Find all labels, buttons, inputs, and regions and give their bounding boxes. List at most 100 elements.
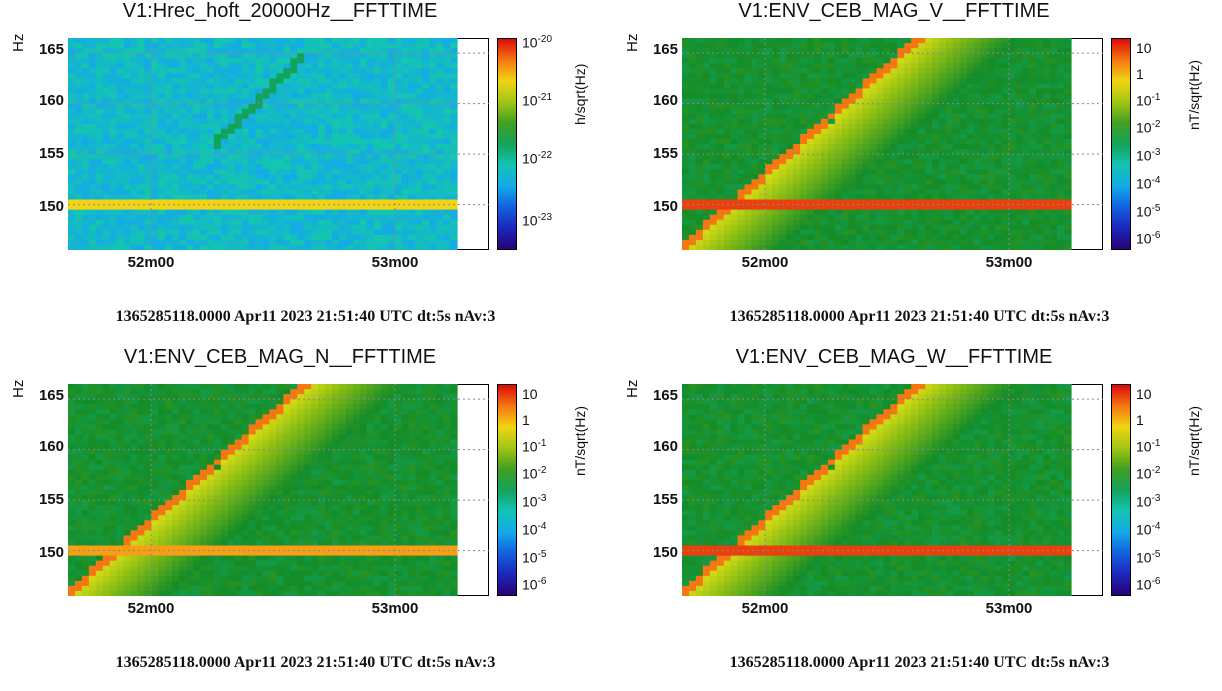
heatmap-cell [730, 93, 739, 100]
heatmap-cell [834, 113, 843, 120]
heatmap-cell [932, 83, 940, 90]
heatmap-cell [304, 149, 312, 155]
heatmap-cell [848, 43, 857, 49]
heatmap-cell [158, 194, 166, 201]
heatmap-cell [751, 234, 760, 241]
heatmap-cell [918, 174, 926, 180]
heatmap-cell [1036, 214, 1044, 221]
heatmap-cell [779, 118, 787, 125]
heatmap-cell [102, 194, 111, 201]
heatmap-cell [890, 118, 898, 125]
heatmap-cell [737, 78, 746, 85]
heatmap-cell [688, 154, 697, 160]
heatmap-cell [890, 189, 898, 196]
heatmap-cell [248, 199, 257, 206]
heatmap-cell [1015, 113, 1023, 120]
heatmap-cell [283, 118, 291, 125]
heatmap-cell [939, 149, 947, 155]
heatmap-cell [102, 123, 111, 130]
heatmap-cell [723, 73, 732, 79]
heatmap-cell [68, 464, 76, 471]
heatmap-cell [325, 229, 333, 236]
heatmap-cell [276, 179, 284, 185]
heatmap-cell [709, 199, 718, 206]
heatmap-cell [179, 138, 187, 145]
heatmap-cell [262, 214, 271, 221]
heatmap-cell [737, 184, 746, 191]
heatmap-cell [716, 103, 725, 110]
heatmap-cell [730, 219, 739, 226]
heatmap-cell [387, 234, 396, 241]
heatmap-cell [311, 239, 319, 246]
heatmap-cell [841, 63, 850, 69]
x-tick-label: 53m00 [371, 254, 419, 271]
heatmap-cell [234, 43, 243, 49]
heatmap-cell [897, 83, 905, 90]
heatmap-cell [723, 179, 732, 185]
heatmap-cell [709, 108, 718, 115]
heatmap-cell [1057, 224, 1065, 231]
heatmap-cell [137, 169, 146, 175]
heatmap-cell [429, 199, 437, 206]
heatmap-cell [737, 204, 746, 211]
heatmap-cell [450, 73, 458, 79]
heatmap-cell [283, 128, 291, 135]
heatmap-cell [723, 224, 732, 231]
heatmap-cell [855, 53, 864, 59]
heatmap-cell [123, 38, 132, 44]
heatmap-cell [186, 164, 194, 170]
heatmap-cell [227, 68, 236, 74]
heatmap-cell [297, 194, 305, 201]
heatmap-cell [408, 209, 416, 216]
heatmap-cell [130, 53, 139, 59]
heatmap-cell [137, 108, 146, 115]
heatmap-cell [820, 224, 829, 231]
heatmap-cell [123, 133, 132, 140]
heatmap-cell [994, 103, 1003, 110]
heatmap-cell [165, 164, 173, 170]
heatmap-cell [234, 169, 243, 175]
heatmap-cell [199, 149, 208, 155]
heatmap-cell [130, 184, 139, 191]
heatmap-cell [68, 585, 76, 592]
heatmap-cell [68, 229, 76, 236]
heatmap-cell [904, 83, 912, 90]
heatmap-cell [1029, 113, 1037, 120]
heatmap-cell [283, 58, 291, 64]
heatmap-cell [213, 103, 222, 110]
heatmap-cell [81, 510, 90, 516]
heatmap-cell [890, 244, 898, 250]
heatmap-cell [973, 204, 982, 211]
heatmap-cell [869, 43, 878, 49]
heatmap-cell [786, 78, 794, 85]
heatmap-cell [925, 133, 933, 140]
heatmap-cell [241, 224, 250, 231]
heatmap-cell [373, 78, 382, 85]
heatmap-cell [890, 138, 898, 145]
heatmap-cell [241, 154, 250, 160]
heatmap-cell [876, 118, 885, 125]
heatmap-cell [786, 63, 794, 69]
heatmap-cell [130, 43, 139, 49]
heatmap-cell [925, 164, 933, 170]
heatmap-cell [932, 118, 940, 125]
heatmap-cell [1001, 43, 1010, 49]
heatmap-cell [165, 219, 173, 226]
heatmap-cell [1043, 234, 1051, 241]
heatmap-cell [987, 169, 996, 175]
heatmap-cell [297, 128, 305, 135]
heatmap-cell [1036, 98, 1044, 105]
heatmap-cell [366, 189, 375, 196]
heatmap-cell [716, 68, 725, 74]
heatmap-cell [415, 159, 423, 165]
heatmap-cell [401, 199, 409, 206]
heatmap-cell [1001, 159, 1010, 165]
heatmap-cell [338, 194, 347, 201]
heatmap-cell [151, 149, 159, 155]
heatmap-cell [311, 194, 319, 201]
heatmap-cell [158, 58, 166, 64]
heatmap-cell [702, 138, 711, 145]
heatmap-cell [387, 83, 396, 90]
heatmap-cell [730, 123, 739, 130]
heatmap-cell [213, 169, 222, 175]
